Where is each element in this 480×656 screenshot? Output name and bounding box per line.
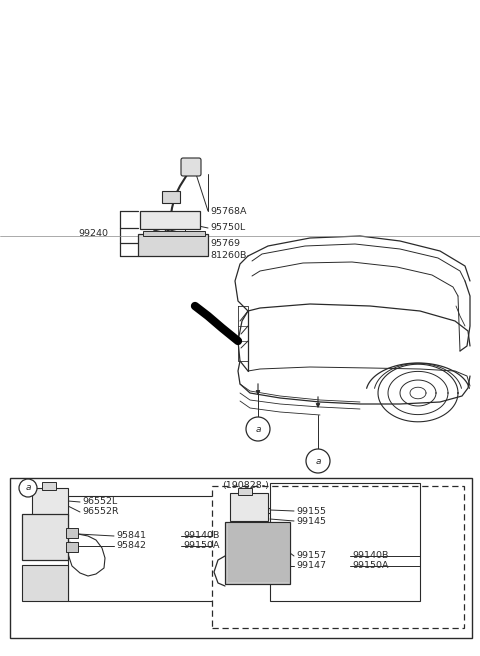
Bar xyxy=(10,478,472,638)
Text: 96552L: 96552L xyxy=(82,497,117,506)
Circle shape xyxy=(19,479,37,497)
Bar xyxy=(162,191,180,203)
Circle shape xyxy=(246,417,270,441)
Bar xyxy=(230,493,268,521)
Text: 99240: 99240 xyxy=(78,230,108,239)
Bar xyxy=(32,488,68,516)
Bar xyxy=(42,482,56,490)
Text: 95842: 95842 xyxy=(116,541,146,550)
Text: 99147: 99147 xyxy=(296,562,326,571)
Text: 99155: 99155 xyxy=(296,506,326,516)
Bar xyxy=(238,488,252,495)
Circle shape xyxy=(306,449,330,473)
Bar xyxy=(143,231,205,236)
Text: 81260B: 81260B xyxy=(210,251,246,260)
Text: 99150A: 99150A xyxy=(183,541,219,550)
Bar xyxy=(22,565,68,601)
Text: 99140B: 99140B xyxy=(183,531,219,541)
Text: (190828-): (190828-) xyxy=(222,481,269,490)
Bar xyxy=(68,496,216,601)
Bar xyxy=(140,211,200,229)
Bar xyxy=(22,514,68,560)
Text: 99157: 99157 xyxy=(296,552,326,560)
Text: a: a xyxy=(315,457,321,466)
Bar xyxy=(212,486,464,628)
Text: 95750L: 95750L xyxy=(210,224,245,232)
Text: 95769: 95769 xyxy=(210,239,240,247)
Text: 99150A: 99150A xyxy=(352,562,388,571)
Bar xyxy=(228,524,289,582)
Text: a: a xyxy=(255,424,261,434)
Bar xyxy=(270,483,420,601)
Bar xyxy=(138,234,208,256)
Text: 96552R: 96552R xyxy=(82,508,119,516)
Text: a: a xyxy=(25,483,31,493)
Text: 95841: 95841 xyxy=(116,531,146,541)
Bar xyxy=(225,522,290,584)
Text: 95768A: 95768A xyxy=(210,207,247,216)
FancyBboxPatch shape xyxy=(181,158,201,176)
Text: 99145: 99145 xyxy=(296,516,326,525)
Text: 99140B: 99140B xyxy=(352,552,388,560)
Bar xyxy=(66,528,78,538)
Bar xyxy=(66,542,78,552)
